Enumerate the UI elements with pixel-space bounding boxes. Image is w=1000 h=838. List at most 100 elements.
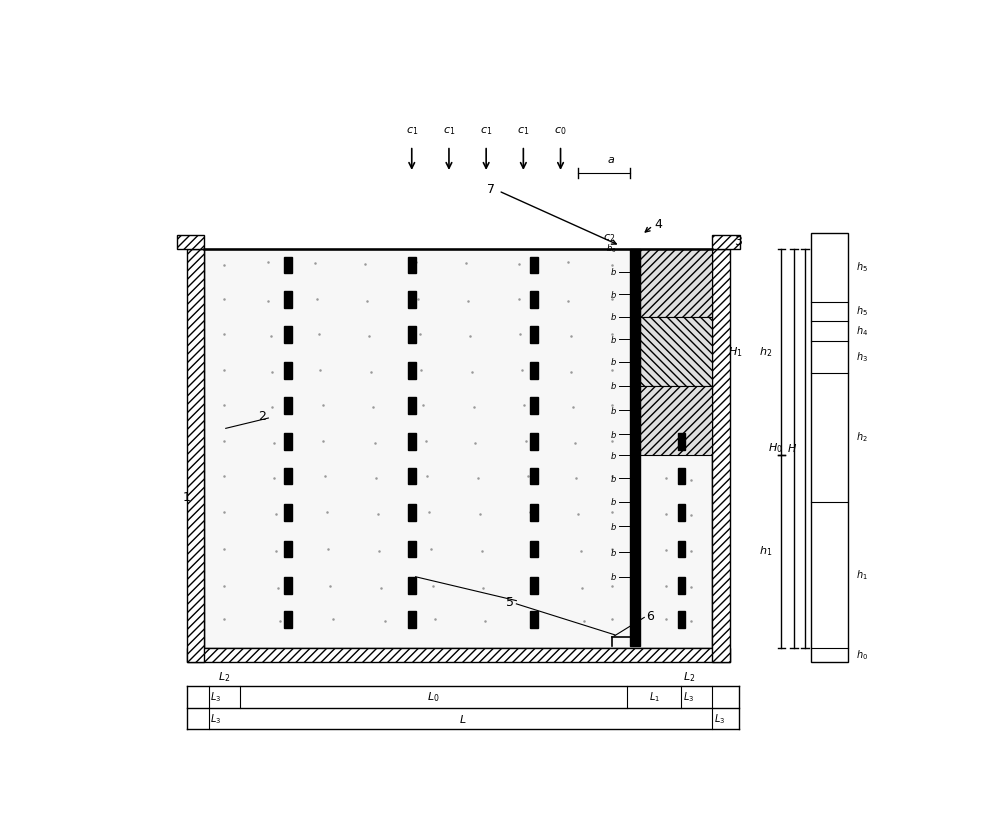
Bar [284, 256, 292, 273]
Bar [530, 291, 538, 308]
Bar [678, 611, 685, 628]
Text: $L_1$: $L_1$ [649, 691, 660, 704]
Text: $b$: $b$ [610, 546, 617, 558]
Bar [530, 256, 538, 273]
Text: $c_2$: $c_2$ [603, 232, 616, 244]
Text: $c_{1}$: $c_{1}$ [517, 125, 530, 137]
Text: $c_{0}$: $c_{0}$ [554, 125, 567, 137]
Text: 6: 6 [647, 610, 654, 623]
Bar [640, 249, 712, 317]
Bar [408, 541, 416, 557]
Bar [177, 235, 204, 249]
Text: 5: 5 [506, 596, 514, 609]
Text: $h_1$: $h_1$ [759, 545, 772, 558]
Text: $H_0$: $H_0$ [768, 442, 783, 455]
Text: $b$: $b$ [610, 311, 617, 323]
Bar [187, 648, 730, 662]
Bar [284, 433, 292, 450]
Text: $h_{3}$: $h_{3}$ [856, 349, 868, 364]
Bar [530, 468, 538, 484]
Bar [408, 326, 416, 343]
Text: $a$: $a$ [607, 155, 615, 165]
Bar [284, 541, 292, 557]
Bar [408, 256, 416, 273]
Text: $b$: $b$ [610, 266, 617, 277]
Text: $b$: $b$ [610, 572, 617, 582]
Bar [678, 541, 685, 557]
Bar [408, 291, 416, 308]
Text: $c_{1}$: $c_{1}$ [406, 125, 418, 137]
Text: $h_{1}$: $h_{1}$ [856, 568, 868, 582]
Bar [284, 396, 292, 413]
Text: $b$: $b$ [610, 473, 617, 484]
Bar [284, 468, 292, 484]
Text: $L_2$: $L_2$ [683, 670, 695, 684]
Text: $b$: $b$ [610, 405, 617, 416]
Bar [678, 468, 685, 484]
Text: $c_{1}$: $c_{1}$ [480, 125, 492, 137]
Bar [408, 577, 416, 594]
Bar [530, 577, 538, 594]
Bar [678, 577, 685, 594]
Text: $h_{0}$: $h_{0}$ [856, 648, 868, 662]
Bar [284, 504, 292, 520]
Text: $L_3$: $L_3$ [683, 691, 694, 704]
Bar [284, 291, 292, 308]
Text: $H$: $H$ [787, 442, 797, 454]
Bar [284, 577, 292, 594]
Bar [530, 433, 538, 450]
Bar [408, 433, 416, 450]
Bar [204, 249, 712, 648]
Text: $H_1$: $H_1$ [728, 345, 743, 360]
Text: $L_0$: $L_0$ [427, 691, 440, 704]
Text: $L_3$: $L_3$ [210, 711, 221, 726]
Text: $b$: $b$ [610, 429, 617, 440]
Bar [640, 317, 712, 385]
Bar [408, 396, 416, 413]
Text: $L_3$: $L_3$ [210, 691, 221, 704]
Text: $b$: $b$ [610, 356, 617, 367]
Text: $b$: $b$ [610, 496, 617, 508]
Bar [678, 504, 685, 520]
Text: 1: 1 [183, 491, 191, 504]
Bar [530, 362, 538, 379]
Text: $L$: $L$ [459, 713, 467, 725]
Text: 7: 7 [487, 184, 495, 196]
Text: $b$: $b$ [610, 521, 617, 532]
Bar [408, 504, 416, 520]
Bar [284, 326, 292, 343]
Bar [640, 385, 712, 456]
Text: $c_{1}$: $c_{1}$ [443, 125, 455, 137]
Text: 4: 4 [654, 218, 662, 231]
Bar [530, 504, 538, 520]
Bar [530, 326, 538, 343]
Text: $b$: $b$ [610, 334, 617, 344]
Bar [530, 396, 538, 413]
Bar [678, 433, 685, 450]
Text: $L_3$: $L_3$ [714, 711, 725, 726]
Bar [530, 541, 538, 557]
Text: $h_{5}$: $h_{5}$ [856, 261, 868, 274]
Bar [408, 611, 416, 628]
Bar [712, 235, 740, 249]
Bar [284, 362, 292, 379]
Text: 3: 3 [734, 235, 742, 248]
Text: $b$: $b$ [610, 450, 617, 461]
Text: $h_{4}$: $h_{4}$ [856, 324, 868, 338]
Text: 2: 2 [258, 411, 266, 423]
Bar [187, 249, 204, 662]
Bar [630, 249, 640, 646]
Bar [530, 611, 538, 628]
Bar [712, 249, 730, 662]
Bar [408, 362, 416, 379]
Text: $h_{5}$: $h_{5}$ [856, 305, 868, 318]
Text: $h_2$: $h_2$ [759, 345, 772, 360]
Text: $L_2$: $L_2$ [218, 670, 230, 684]
Text: $b$: $b$ [610, 288, 617, 300]
Bar [284, 611, 292, 628]
Bar [408, 468, 416, 484]
Bar [811, 233, 848, 662]
Text: $h_{2}$: $h_{2}$ [856, 431, 868, 444]
Text: $b$: $b$ [610, 380, 617, 391]
Text: $b_0$: $b_0$ [606, 243, 617, 256]
